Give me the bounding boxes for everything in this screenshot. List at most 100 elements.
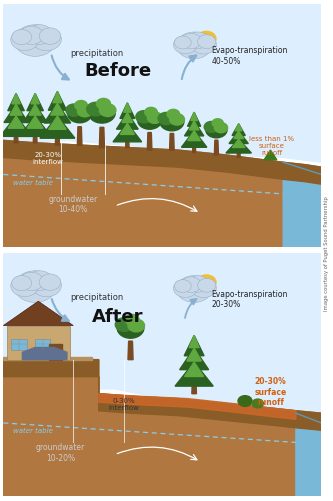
Polygon shape [229,132,248,144]
Text: 20-30%
surface
runoff: 20-30% surface runoff [254,377,287,406]
Circle shape [14,26,56,57]
Circle shape [99,105,116,117]
Circle shape [206,122,227,139]
Circle shape [176,276,212,303]
Circle shape [19,273,43,291]
Text: Before: Before [84,62,152,80]
Circle shape [169,115,184,126]
Circle shape [158,113,174,125]
Text: 0-30%
interflow: 0-30% interflow [109,397,140,410]
Text: water table: water table [13,427,53,433]
Polygon shape [3,302,73,326]
Circle shape [214,123,227,133]
Circle shape [147,113,162,124]
Circle shape [68,105,92,124]
Polygon shape [19,117,51,137]
Bar [11,339,27,350]
Polygon shape [264,151,277,160]
Text: less than 1%
surface
runoff: less than 1% surface runoff [249,136,295,156]
Polygon shape [175,362,213,386]
Polygon shape [3,358,92,360]
Circle shape [66,105,82,117]
Circle shape [181,277,201,293]
Circle shape [197,32,216,47]
Circle shape [27,271,53,291]
Circle shape [12,31,32,46]
Circle shape [176,33,212,60]
Circle shape [174,37,191,50]
Circle shape [160,113,184,132]
Circle shape [125,315,139,326]
Polygon shape [23,105,47,123]
Circle shape [32,29,61,52]
Polygon shape [48,92,67,111]
Circle shape [39,29,61,45]
Text: groundwater
10-40%: groundwater 10-40% [49,194,98,214]
Circle shape [167,110,179,120]
Circle shape [128,320,145,332]
Circle shape [187,276,209,293]
Polygon shape [283,163,321,248]
Polygon shape [12,94,20,105]
Polygon shape [55,137,60,146]
Text: groundwater
10-20%: groundwater 10-20% [36,442,85,462]
Polygon shape [126,141,129,148]
Circle shape [27,26,53,45]
Polygon shape [128,342,133,360]
Circle shape [87,103,105,117]
Circle shape [39,275,61,291]
Text: precipitation: precipitation [70,292,123,301]
Polygon shape [40,117,75,139]
FancyBboxPatch shape [0,0,333,321]
Polygon shape [184,362,204,377]
Polygon shape [99,128,105,148]
Text: Evapo-transpiration
20-30%: Evapo-transpiration 20-30% [212,290,288,309]
Circle shape [11,276,39,297]
Polygon shape [191,113,197,121]
Text: 20-30%
interflow: 20-30% interflow [32,152,63,164]
Circle shape [204,122,218,133]
Polygon shape [122,113,133,123]
Polygon shape [3,253,321,413]
Polygon shape [53,92,62,104]
Polygon shape [234,132,243,139]
Text: Image courtesy of Puget Sound Partnership: Image courtesy of Puget Sound Partnershi… [324,196,329,310]
Circle shape [173,280,197,298]
Circle shape [212,120,223,128]
Polygon shape [189,122,199,131]
Text: After: After [92,307,144,325]
Circle shape [191,36,216,55]
Polygon shape [124,104,131,113]
Circle shape [174,280,191,293]
Polygon shape [7,326,70,360]
Polygon shape [184,336,204,356]
Polygon shape [189,336,199,348]
Polygon shape [29,105,41,116]
Polygon shape [147,133,152,151]
Polygon shape [3,360,321,496]
Polygon shape [235,125,242,132]
Polygon shape [8,94,24,111]
Polygon shape [179,349,209,370]
Polygon shape [44,104,71,124]
Polygon shape [214,141,218,156]
Circle shape [138,112,162,130]
Circle shape [197,276,216,290]
Polygon shape [77,127,82,146]
Polygon shape [51,104,64,116]
Polygon shape [99,394,296,419]
Circle shape [198,279,216,293]
Polygon shape [10,105,22,116]
Polygon shape [120,104,135,119]
Polygon shape [3,5,321,163]
Polygon shape [232,140,245,148]
Polygon shape [226,140,251,154]
Polygon shape [3,141,321,185]
Polygon shape [117,113,138,130]
Circle shape [77,106,92,118]
Polygon shape [3,141,321,248]
Polygon shape [49,117,66,130]
Circle shape [181,34,201,50]
Circle shape [14,271,56,303]
Circle shape [11,30,39,52]
